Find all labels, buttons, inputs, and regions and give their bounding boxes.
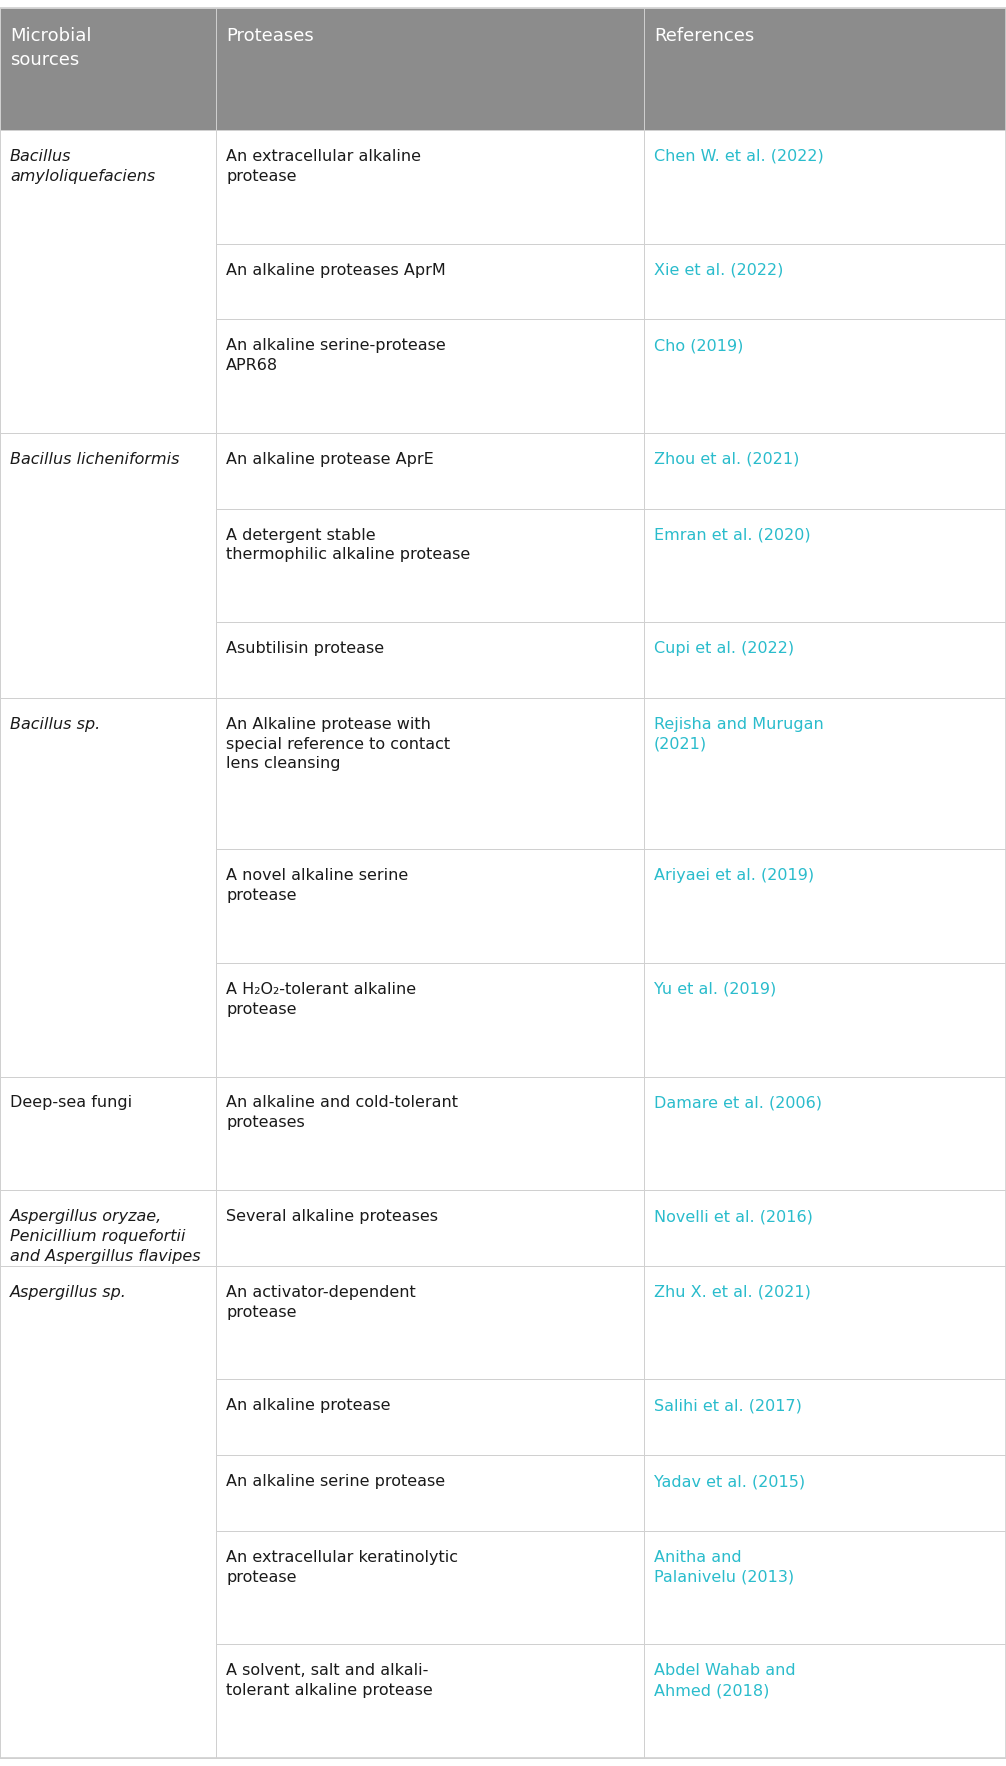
Bar (216, 320, 644, 433)
Bar (644, 849, 1006, 962)
Text: Salihi et al. (2017): Salihi et al. (2017) (654, 1399, 802, 1413)
Text: Deep-sea fungi: Deep-sea fungi (10, 1095, 132, 1111)
Bar (216, 433, 644, 509)
Text: Damare et al. (2006): Damare et al. (2006) (654, 1095, 822, 1111)
Bar (216, 849, 644, 962)
Text: Bacillus sp.: Bacillus sp. (10, 717, 101, 731)
Text: Several alkaline proteases: Several alkaline proteases (226, 1210, 439, 1224)
Text: Bacillus
amyloliquefaciens: Bacillus amyloliquefaciens (10, 148, 155, 184)
Text: Zhu X. et al. (2021): Zhu X. et al. (2021) (654, 1284, 811, 1300)
Bar (644, 622, 1006, 698)
Text: Aspergillus sp.: Aspergillus sp. (10, 1284, 127, 1300)
Bar (216, 1077, 644, 1190)
Bar (644, 1190, 1006, 1266)
Bar (0, 1266, 216, 1757)
Text: Aspergillus oryzae,
Penicillium roquefortii
and Aspergillus flavipes: Aspergillus oryzae, Penicillium roquefor… (10, 1210, 200, 1264)
Bar (216, 1266, 644, 1379)
Bar (644, 1644, 1006, 1757)
Bar (0, 131, 216, 433)
Bar (216, 509, 644, 622)
Bar (216, 698, 644, 849)
Text: An alkaline serine-protease
APR68: An alkaline serine-protease APR68 (226, 339, 446, 373)
Text: Cupi et al. (2022): Cupi et al. (2022) (654, 641, 794, 657)
Text: Novelli et al. (2016): Novelli et al. (2016) (654, 1210, 813, 1224)
Text: Microbial
sources: Microbial sources (10, 26, 92, 69)
Text: An alkaline protease: An alkaline protease (226, 1399, 390, 1413)
Bar (644, 9, 1006, 131)
Bar (216, 1379, 644, 1455)
Bar (644, 1266, 1006, 1379)
Text: Abdel Wahab and
Ahmed (2018): Abdel Wahab and Ahmed (2018) (654, 1664, 796, 1699)
Text: An alkaline serine protease: An alkaline serine protease (226, 1475, 446, 1489)
Bar (0, 9, 216, 131)
Text: An activator-dependent
protease: An activator-dependent protease (226, 1284, 416, 1319)
Text: An alkaline and cold-tolerant
proteases: An alkaline and cold-tolerant proteases (226, 1095, 459, 1130)
Text: An extracellular alkaline
protease: An extracellular alkaline protease (226, 148, 422, 184)
Bar (0, 698, 216, 1077)
Bar (216, 1531, 644, 1644)
Bar (216, 1455, 644, 1531)
Bar (644, 1077, 1006, 1190)
Text: Proteases: Proteases (226, 26, 314, 44)
Bar (644, 131, 1006, 244)
Bar (0, 1190, 216, 1266)
Bar (216, 9, 644, 131)
Text: Yadav et al. (2015): Yadav et al. (2015) (654, 1475, 805, 1489)
Bar (216, 962, 644, 1077)
Text: A H₂O₂-tolerant alkaline
protease: A H₂O₂-tolerant alkaline protease (226, 982, 416, 1017)
Text: A solvent, salt and alkali-
tolerant alkaline protease: A solvent, salt and alkali- tolerant alk… (226, 1664, 433, 1699)
Text: An alkaline proteases AprM: An alkaline proteases AprM (226, 263, 446, 277)
Text: A detergent stable
thermophilic alkaline protease: A detergent stable thermophilic alkaline… (226, 528, 471, 562)
Bar (644, 1379, 1006, 1455)
Bar (644, 244, 1006, 320)
Bar (644, 433, 1006, 509)
Text: An alkaline protease AprE: An alkaline protease AprE (226, 452, 434, 466)
Text: Yu et al. (2019): Yu et al. (2019) (654, 982, 776, 996)
Bar (644, 509, 1006, 622)
Text: Xie et al. (2022): Xie et al. (2022) (654, 263, 784, 277)
Text: Rejisha and Murugan
(2021): Rejisha and Murugan (2021) (654, 717, 824, 752)
Text: Bacillus licheniformis: Bacillus licheniformis (10, 452, 179, 466)
Bar (216, 244, 644, 320)
Bar (644, 698, 1006, 849)
Bar (216, 131, 644, 244)
Bar (0, 433, 216, 698)
Text: Anitha and
Palanivelu (2013): Anitha and Palanivelu (2013) (654, 1551, 794, 1584)
Bar (216, 1190, 644, 1266)
Bar (216, 622, 644, 698)
Text: Ariyaei et al. (2019): Ariyaei et al. (2019) (654, 869, 814, 883)
Text: References: References (654, 26, 754, 44)
Text: A novel alkaline serine
protease: A novel alkaline serine protease (226, 869, 408, 902)
Bar (216, 1644, 644, 1757)
Text: Cho (2019): Cho (2019) (654, 339, 743, 353)
Bar (644, 1531, 1006, 1644)
Bar (644, 1455, 1006, 1531)
Text: An Alkaline protease with
special reference to contact
lens cleansing: An Alkaline protease with special refere… (226, 717, 451, 772)
Text: Emran et al. (2020): Emran et al. (2020) (654, 528, 811, 542)
Text: Chen W. et al. (2022): Chen W. et al. (2022) (654, 148, 824, 164)
Text: Asubtilisin protease: Asubtilisin protease (226, 641, 384, 657)
Bar (0, 1077, 216, 1190)
Bar (644, 962, 1006, 1077)
Text: An extracellular keratinolytic
protease: An extracellular keratinolytic protease (226, 1551, 459, 1584)
Bar (644, 320, 1006, 433)
Text: Zhou et al. (2021): Zhou et al. (2021) (654, 452, 799, 466)
